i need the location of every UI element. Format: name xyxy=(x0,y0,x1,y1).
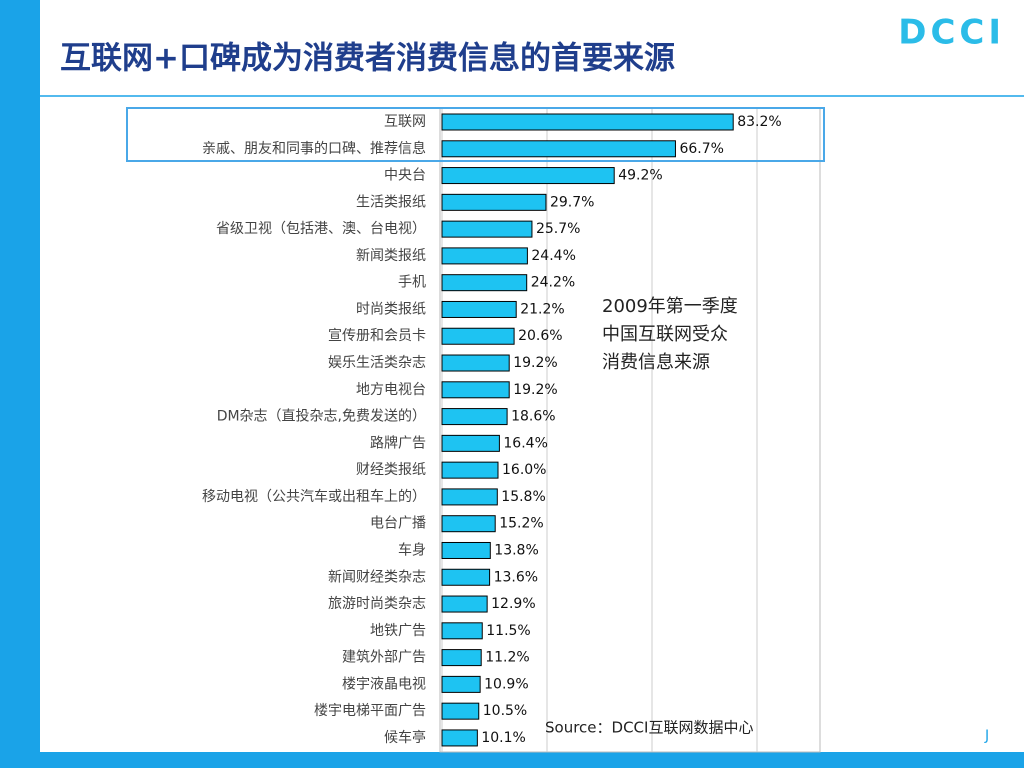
value-label: 49.2% xyxy=(618,168,662,184)
annotation: 中国互联网受众 xyxy=(602,324,728,345)
category-label: 时尚类报纸 xyxy=(356,301,426,317)
category-label: 亲戚、朋友和同事的口碑、推荐信息 xyxy=(202,140,426,157)
category-label: 财经类报纸 xyxy=(356,462,426,478)
page-mark: J xyxy=(984,728,989,744)
value-label: 18.6% xyxy=(511,409,555,425)
bar xyxy=(441,140,676,158)
bar xyxy=(441,113,734,131)
category-label: 生活类报纸 xyxy=(356,194,426,210)
category-label: 电台广播 xyxy=(370,516,426,532)
bar xyxy=(441,434,500,452)
category-label: 建筑外部广告 xyxy=(342,650,426,666)
value-label: 12.9% xyxy=(491,596,535,612)
bar xyxy=(441,595,488,613)
bar xyxy=(441,408,508,426)
category-label: 楼宇电梯平面广告 xyxy=(314,703,426,719)
value-label: 25.7% xyxy=(536,221,580,237)
bar xyxy=(441,702,480,720)
annotation: 消费信息来源 xyxy=(602,352,710,373)
annotation: 2009年第一季度 xyxy=(602,296,738,317)
bar xyxy=(441,354,510,372)
category-label: 路牌广告 xyxy=(370,434,426,451)
value-label: 20.6% xyxy=(518,328,562,344)
value-label: 10.1% xyxy=(481,730,525,746)
category-label: DM杂志（直投杂志,免费发送的） xyxy=(217,408,426,425)
value-label: 24.2% xyxy=(531,275,575,291)
value-label: 11.5% xyxy=(486,623,530,639)
category-label: 移动电视（公共汽车或出租车上的） xyxy=(202,488,426,505)
value-label: 13.8% xyxy=(494,542,538,558)
source: Source：DCCI互联网数据中心 xyxy=(545,719,753,737)
value-label: 13.6% xyxy=(494,569,538,585)
slide-title: 互联网+口碑成为消费者消费信息的首要来源 xyxy=(60,41,675,77)
category-label: 地方电视台 xyxy=(356,382,426,398)
category-label: 省级卫视（包括港、澳、台电视） xyxy=(216,221,426,237)
bar xyxy=(441,381,510,399)
bar xyxy=(441,300,517,318)
bar xyxy=(441,622,483,640)
bar xyxy=(441,488,498,506)
value-label: 21.2% xyxy=(520,301,564,317)
bar xyxy=(441,515,496,533)
value-label: 10.5% xyxy=(483,703,527,719)
bottom-bar xyxy=(0,752,1024,768)
category-label: 中央台 xyxy=(384,168,426,184)
highlight-box xyxy=(126,107,825,162)
bar xyxy=(441,675,481,693)
logo: DCCI xyxy=(898,13,1005,53)
value-label: 15.2% xyxy=(499,516,543,532)
value-label: 29.7% xyxy=(550,194,594,210)
bar xyxy=(441,167,615,185)
category-label: 娱乐生活类杂志 xyxy=(328,355,426,371)
category-label: 候车亭 xyxy=(384,729,426,746)
category-label: 地铁广告 xyxy=(370,623,426,639)
bar xyxy=(441,247,528,265)
value-label: 19.2% xyxy=(513,382,557,398)
category-label: 互联网 xyxy=(384,114,426,130)
value-label: 10.9% xyxy=(484,676,528,692)
value-label: 19.2% xyxy=(513,355,557,371)
value-label: 16.0% xyxy=(502,462,546,478)
value-label: 15.8% xyxy=(501,489,545,505)
bar xyxy=(441,461,499,479)
bar xyxy=(441,568,491,586)
category-label: 宣传册和会员卡 xyxy=(328,328,426,344)
value-label: 11.2% xyxy=(485,650,529,666)
bar xyxy=(441,729,478,747)
category-label: 新闻类报纸 xyxy=(356,248,426,264)
value-label: 16.4% xyxy=(503,435,547,451)
category-label: 车身 xyxy=(398,541,426,558)
side-bar xyxy=(0,0,40,768)
value-label: 83.2% xyxy=(737,114,781,130)
bar xyxy=(441,649,482,667)
bar xyxy=(441,193,547,211)
bar xyxy=(441,327,515,345)
bar xyxy=(441,220,533,238)
bar xyxy=(441,541,491,559)
category-label: 新闻财经类杂志 xyxy=(328,569,426,585)
value-label: 24.4% xyxy=(531,248,575,264)
category-label: 旅游时尚类杂志 xyxy=(328,596,426,612)
category-label: 手机 xyxy=(398,275,426,291)
bar xyxy=(441,274,528,292)
category-label: 楼宇液晶电视 xyxy=(342,676,426,692)
value-label: 66.7% xyxy=(679,141,723,157)
